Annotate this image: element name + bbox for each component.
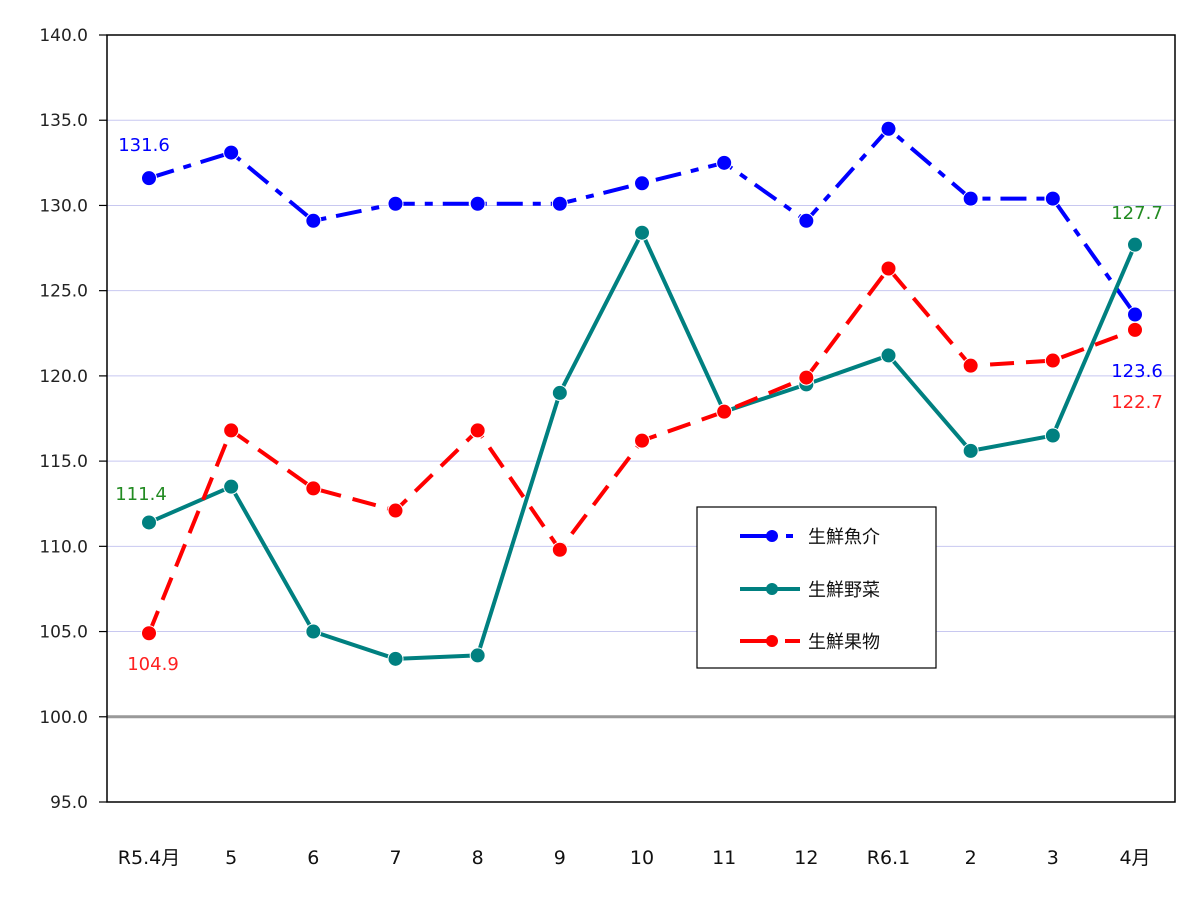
data-point-marker [1044, 352, 1061, 369]
x-tick-label: 12 [794, 847, 818, 869]
legend-label: 生鮮果物 [808, 632, 880, 653]
plot-area-border [106, 34, 1176, 803]
data-point-marker [551, 195, 568, 212]
data-point-marker [1044, 427, 1061, 444]
x-tick-label: R5.4月 [118, 847, 180, 869]
x-axis: R5.4月 5 6 7 8 9 10 11 12 R6.1 2 3 4月 [118, 847, 1151, 869]
data-point-marker [880, 260, 897, 277]
y-tick-label: 115.0 [39, 452, 88, 472]
series-line [147, 266, 1136, 635]
data-point-marker [880, 120, 897, 137]
data-point-marker [1044, 190, 1061, 207]
y-tick-label: 125.0 [39, 282, 88, 302]
x-tick-label: 9 [554, 847, 566, 869]
data-point-marker [1127, 306, 1143, 323]
x-tick-label: 3 [1047, 847, 1059, 869]
x-tick-label: 10 [630, 847, 654, 869]
gridlines [107, 119, 1175, 633]
data-point-marker [469, 422, 486, 439]
y-tick-label: 105.0 [39, 623, 88, 643]
data-point-marker [551, 541, 568, 558]
data-point-marker [798, 212, 815, 229]
series-fruit [141, 260, 1143, 642]
data-point-marker [141, 514, 157, 531]
data-label: 104.9 [127, 654, 179, 675]
x-tick-label: 2 [965, 847, 977, 869]
legend-marker-icon [766, 530, 778, 542]
data-point-marker [223, 422, 240, 439]
data-point-marker [551, 384, 568, 401]
data-point-marker [962, 442, 979, 459]
x-tick-label: 5 [225, 847, 237, 869]
data-point-marker [962, 190, 979, 207]
x-tick-label: 7 [389, 847, 401, 869]
legend-item-fish: 生鮮魚介 [740, 527, 880, 548]
data-label: 122.7 [1111, 392, 1163, 413]
x-tick-label: R6.1 [867, 847, 910, 869]
data-point-marker [141, 170, 157, 187]
series-line [148, 126, 1137, 316]
legend-label: 生鮮魚介 [808, 527, 880, 548]
y-tick-label: 135.0 [39, 111, 88, 131]
y-tick-label: 120.0 [39, 367, 88, 387]
x-tick-label: 8 [472, 847, 484, 869]
data-point-marker [387, 195, 404, 212]
data-point-marker [716, 403, 733, 420]
data-point-marker [716, 154, 733, 171]
legend-item-fruit: 生鮮果物 [740, 632, 880, 653]
data-point-marker [634, 175, 650, 192]
data-point-marker [305, 212, 322, 229]
y-axis: 95.0 100.0 105.0 110.0 115.0 120.0 125.0 130.0 1… [39, 26, 107, 813]
data-point-marker [634, 224, 650, 241]
data-point-marker [141, 625, 157, 642]
legend: 生鮮魚介 生鮮野菜 生鮮果物 [696, 506, 937, 669]
data-point-marker [962, 357, 979, 374]
legend-marker-icon [766, 635, 778, 647]
legend-item-vegetable: 生鮮野菜 [740, 580, 880, 601]
data-point-marker [880, 347, 897, 364]
data-label: 123.6 [1111, 361, 1163, 382]
data-point-marker [469, 647, 486, 664]
data-point-marker [1127, 236, 1143, 253]
data-point-marker [387, 502, 404, 519]
series-fish [141, 120, 1143, 323]
data-point-marker [1127, 321, 1143, 338]
data-point-marker [223, 478, 240, 495]
y-tick-label: 140.0 [39, 26, 88, 46]
series-lines [141, 120, 1143, 667]
y-tick-label: 110.0 [39, 537, 88, 557]
data-label: 131.6 [118, 135, 170, 156]
data-point-marker [798, 369, 815, 386]
data-labels: 131.6 111.4 104.9 127.7 123.6 122.7 [115, 135, 1163, 675]
data-label: 111.4 [115, 484, 167, 505]
y-tick-label: 130.0 [39, 196, 88, 216]
data-point-marker [469, 195, 486, 212]
data-label: 127.7 [1111, 203, 1163, 224]
legend-label: 生鮮野菜 [808, 580, 880, 601]
data-point-marker [634, 432, 650, 449]
x-tick-label: 11 [712, 847, 736, 869]
x-tick-label: 6 [307, 847, 319, 869]
data-point-marker [305, 480, 322, 497]
y-tick-label: 95.0 [50, 793, 88, 813]
data-point-marker [387, 650, 404, 667]
data-point-marker [223, 144, 240, 161]
y-tick-label: 100.0 [39, 708, 88, 728]
data-point-marker [305, 623, 322, 640]
legend-marker-icon [766, 583, 778, 595]
legend-box [696, 506, 937, 669]
x-tick-label: 4月 [1119, 847, 1150, 869]
